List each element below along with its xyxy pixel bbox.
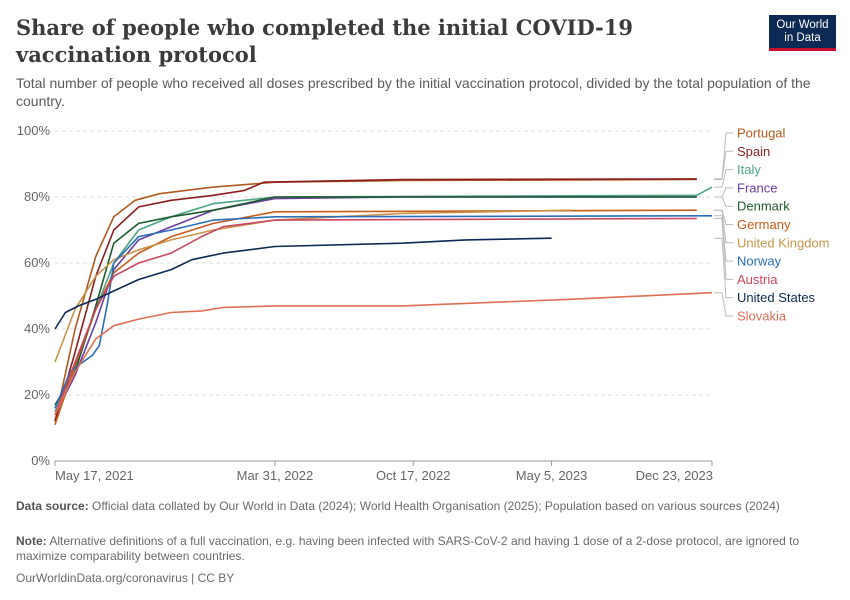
legend-connector [714, 150, 733, 180]
series-line-austria [54, 217, 697, 416]
legend-connector [714, 169, 733, 188]
y-tick-label: 20% [24, 387, 50, 402]
legend-label-portugal: Portugal [737, 126, 786, 141]
legend-connector [714, 218, 733, 280]
chart-note-label: Note: [16, 534, 47, 548]
x-tick-label: May 17, 2021 [55, 468, 134, 483]
owid-logo[interactable]: Our World in Data [769, 15, 836, 51]
legend-label-denmark: Denmark [737, 199, 790, 214]
series-line-germany [54, 209, 697, 425]
page-title: Share of people who completed the initia… [16, 15, 633, 67]
chart-note: Note: Alternative definitions of a full … [16, 534, 816, 564]
legend-connector [714, 187, 733, 198]
legend-label-italy: Italy [737, 162, 761, 177]
legend-connector [714, 132, 733, 180]
legend-label-united-kingdom: United Kingdom [737, 235, 830, 250]
legend-connector [714, 292, 733, 317]
legend-label-united-states: United States [737, 290, 816, 305]
series-line-slovakia [54, 291, 713, 416]
data-source: Data source: Official data collated by O… [16, 499, 816, 514]
data-source-text: Official data collated by Our World in D… [88, 499, 780, 513]
legend-label-spain: Spain [737, 144, 770, 159]
legend-connector [714, 215, 733, 262]
logo-line-2: in Data [784, 32, 821, 44]
series-line-denmark [54, 196, 697, 406]
logo-line-1: Our World [776, 19, 829, 31]
legend-label-austria: Austria [737, 272, 778, 287]
x-tick-label: Dec 23, 2023 [636, 468, 713, 483]
series-line-united-kingdom [54, 209, 571, 363]
legend-label-norway: Norway [737, 254, 782, 269]
legend-label-germany: Germany [737, 217, 791, 232]
chart-note-text: Alternative definitions of a full vaccin… [16, 534, 800, 563]
y-tick-label: 0% [31, 453, 50, 468]
y-tick-label: 100% [17, 123, 51, 138]
legend-connector [714, 237, 733, 299]
legend-layer: Portugal Spain Italy France Denmark Germany Un… [714, 126, 830, 324]
legend-connector [714, 209, 733, 244]
y-tick-label: 60% [24, 255, 50, 270]
legend-label-slovakia: Slovakia [737, 309, 787, 324]
data-source-label: Data source: [16, 499, 89, 513]
x-tick-label: Mar 31, 2022 [237, 468, 314, 483]
page-subtitle: Total number of people who received all … [16, 75, 811, 109]
legend-connector [714, 196, 733, 207]
y-tick-label: 40% [24, 321, 50, 336]
series-layer [54, 178, 713, 425]
axis-layer: 0% 20% 40% 60% 80% 100% May 17, 2021 Mar 31, 20… [17, 123, 713, 483]
series-line-united-states [54, 237, 552, 330]
x-tick-label: May 5, 2023 [516, 468, 588, 483]
y-tick-label: 80% [24, 189, 50, 204]
source-url[interactable]: OurWorldinData.org/coronavirus | CC BY [16, 571, 235, 585]
x-tick-label: Oct 17, 2022 [376, 468, 450, 483]
legend-label-france: France [737, 180, 777, 195]
